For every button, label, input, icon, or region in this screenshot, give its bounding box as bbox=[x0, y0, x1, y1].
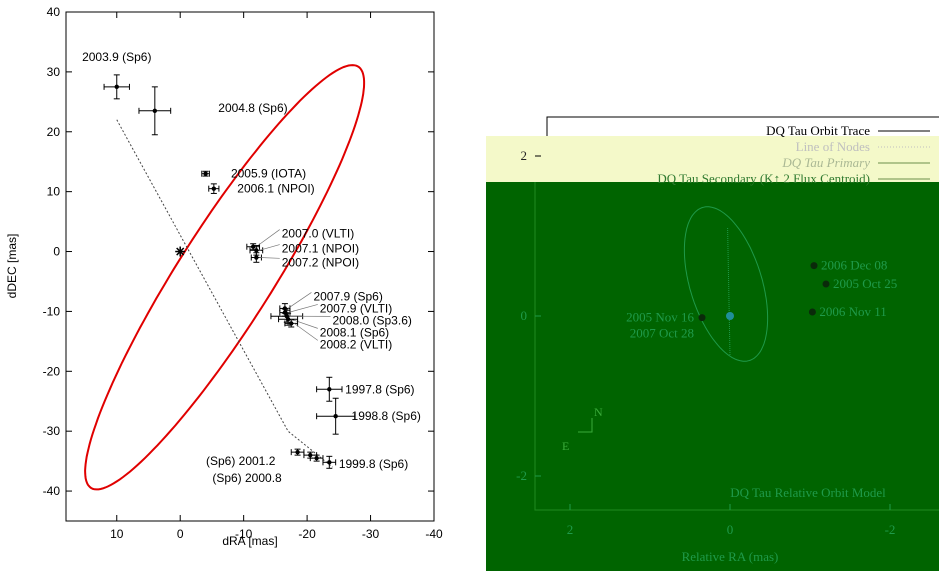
point-marker bbox=[286, 317, 290, 321]
left-orbit-ellipse bbox=[85, 65, 364, 489]
left-y-axis-label: dDEC [mas] bbox=[5, 234, 19, 299]
data-point: 2003.9 (Sp6) bbox=[82, 50, 151, 99]
epoch-label: 2005 Nov 16 bbox=[626, 310, 694, 325]
primary-star-marker bbox=[175, 247, 185, 257]
point-marker bbox=[254, 248, 258, 252]
y-tick-label: 20 bbox=[47, 125, 61, 139]
epoch-marker bbox=[699, 314, 706, 321]
x-tick-label: 2 bbox=[567, 522, 574, 537]
point-marker bbox=[327, 387, 331, 391]
point-label: 2008.2 (VLTI) bbox=[320, 337, 392, 351]
left-plot-frame bbox=[66, 12, 434, 521]
y-tick-label: 40 bbox=[47, 5, 61, 19]
left-data-points: 2003.9 (Sp6)2004.8 (Sp6)2005.9 (IOTA)200… bbox=[82, 50, 421, 485]
y-tick-label: 0 bbox=[53, 245, 60, 259]
epoch-label: 2007 Oct 28 bbox=[630, 326, 694, 341]
y-tick-label: -20 bbox=[43, 364, 61, 378]
point-marker bbox=[153, 109, 157, 113]
point-label: (Sp6) 2000.8 bbox=[212, 471, 282, 485]
point-label: 2006.1 (NPOI) bbox=[237, 182, 314, 196]
compass-east-label: E bbox=[562, 439, 569, 453]
data-point: 2004.8 (Sp6) bbox=[139, 87, 288, 135]
point-marker bbox=[254, 255, 258, 259]
x-tick-label: -30 bbox=[362, 527, 380, 541]
point-marker bbox=[333, 414, 337, 418]
x-tick-label: -20 bbox=[298, 527, 316, 541]
y-tick-label: -30 bbox=[43, 424, 61, 438]
y-tick-label: 0 bbox=[521, 308, 528, 323]
legend-label: Line of Nodes bbox=[796, 139, 870, 154]
epoch-marker bbox=[811, 262, 818, 269]
right-dark-background bbox=[486, 182, 939, 571]
right-primary-marker bbox=[726, 312, 734, 320]
legend-label: DQ Tau Orbit Trace bbox=[766, 123, 870, 138]
point-label: 1998.8 (Sp6) bbox=[352, 409, 421, 423]
point-marker bbox=[212, 186, 216, 190]
label-leader-line bbox=[256, 230, 280, 247]
y-tick-label: -2 bbox=[516, 468, 527, 483]
point-label: 2007.1 (NPOI) bbox=[282, 242, 359, 256]
data-point: 1998.8 (Sp6) bbox=[317, 398, 421, 434]
x-tick-label: 10 bbox=[110, 527, 124, 541]
data-point: 2005.9 (IOTA) bbox=[202, 167, 306, 181]
label-leader-line bbox=[294, 323, 318, 340]
point-label: 2003.9 (Sp6) bbox=[82, 50, 151, 64]
y-tick-label: -40 bbox=[43, 484, 61, 498]
point-marker bbox=[203, 171, 207, 175]
y-tick-label: 30 bbox=[47, 65, 61, 79]
legend-label: DQ Tau Primary bbox=[781, 155, 870, 170]
y-tick-label: 10 bbox=[47, 185, 61, 199]
point-label: 2007.2 (NPOI) bbox=[282, 255, 359, 269]
point-label: (Sp6) 2001.2 bbox=[206, 454, 276, 468]
point-label: 1999.8 (Sp6) bbox=[339, 457, 408, 471]
point-marker bbox=[289, 321, 293, 325]
point-marker bbox=[295, 450, 299, 454]
x-tick-label: -2 bbox=[885, 522, 896, 537]
compass-north-label: N bbox=[594, 405, 603, 419]
x-tick-label: -40 bbox=[425, 527, 443, 541]
right-chart-title: DQ Tau Relative Orbit Model bbox=[730, 485, 886, 500]
x-tick-label: 0 bbox=[727, 522, 734, 537]
data-point: 2007.1 (NPOI) bbox=[250, 242, 359, 256]
y-tick-label: 2 bbox=[521, 148, 528, 163]
point-marker bbox=[115, 85, 119, 89]
epoch-label: 2006 Nov 11 bbox=[819, 304, 886, 319]
data-point: (Sp6) 2001.2 bbox=[206, 454, 323, 468]
epoch-marker bbox=[823, 281, 830, 288]
point-marker bbox=[327, 460, 331, 464]
point-label: 2005.9 (IOTA) bbox=[231, 167, 306, 181]
point-label: 2004.8 (Sp6) bbox=[218, 101, 287, 115]
y-tick-label: -10 bbox=[43, 304, 61, 318]
data-point bbox=[291, 449, 304, 455]
legend-label: DQ Tau Secondary (K↑ 2 Flux Centroid) bbox=[657, 171, 870, 186]
label-leader-line bbox=[259, 258, 279, 259]
data-point: 1997.8 (Sp6) bbox=[317, 377, 415, 401]
epoch-label: 2005 Oct 25 bbox=[833, 276, 897, 291]
data-point: 2007.2 (NPOI) bbox=[251, 253, 359, 270]
epoch-marker bbox=[809, 309, 816, 316]
data-point: 1999.8 (Sp6) bbox=[323, 456, 408, 471]
point-label: 2007.0 (VLTI) bbox=[282, 227, 354, 241]
point-label: 1997.8 (Sp6) bbox=[345, 382, 414, 396]
x-tick-label: 0 bbox=[177, 527, 184, 541]
right-frame-top bbox=[547, 117, 939, 136]
left-x-axis-label: dRA [mas] bbox=[222, 534, 277, 548]
label-leader-line bbox=[288, 292, 312, 308]
epoch-label: 2006 Dec 08 bbox=[821, 258, 887, 273]
right-x-axis-label: Relative RA (mas) bbox=[682, 549, 779, 564]
point-marker bbox=[308, 453, 312, 457]
